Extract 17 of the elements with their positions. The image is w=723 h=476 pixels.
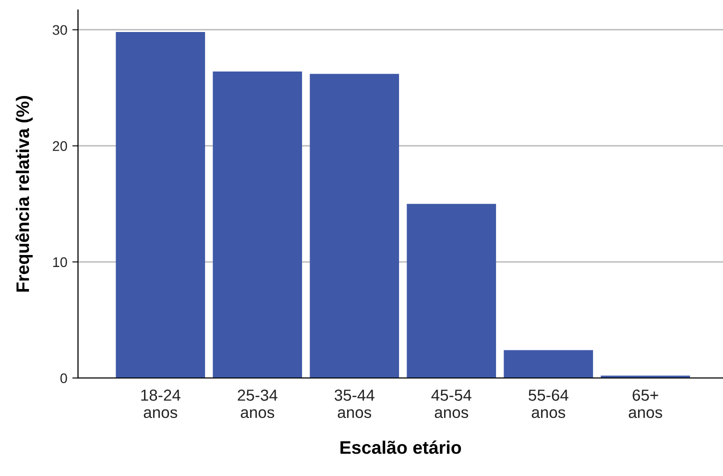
bar (116, 32, 206, 378)
x-tick-label: 35-44 anos (334, 390, 374, 418)
x-tick-label: 25-34 anos (238, 390, 278, 418)
y-tick-label: 30 (52, 25, 68, 35)
x-tick-label: 45-54 anos (431, 390, 472, 418)
y-axis-title: Frequência relativa (%) (15, 96, 33, 292)
bar (406, 204, 496, 378)
x-tick-label: 18-24 anos (141, 390, 180, 418)
y-tick-label: 20 (52, 141, 68, 151)
bar (310, 74, 400, 378)
x-axis-title: Escalão etário (340, 440, 462, 454)
x-tick-label: 65+ anos (628, 390, 662, 418)
y-tick-label: 10 (53, 257, 68, 268)
bar (504, 350, 594, 378)
x-tick-label: 55-64 anos (528, 390, 568, 418)
y-tick-label: 0 (60, 373, 68, 384)
bar (212, 72, 302, 378)
